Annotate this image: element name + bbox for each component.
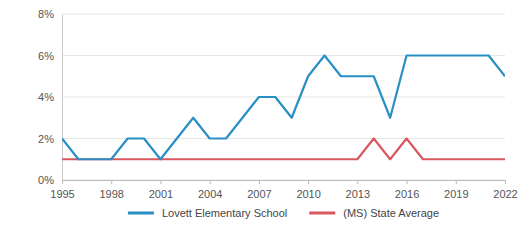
y-tick-label: 8% (38, 8, 54, 20)
x-tick-label: 2004 (198, 188, 222, 200)
x-tick: 2010 (296, 180, 320, 200)
x-tick: 1998 (99, 180, 123, 200)
x-tick-mark (505, 180, 506, 184)
x-tick-mark (456, 180, 457, 184)
x-tick-mark (62, 180, 63, 184)
x-tick: 2016 (395, 180, 419, 200)
legend-swatch (128, 212, 154, 215)
lines (62, 56, 505, 160)
series-line (62, 56, 505, 160)
series-line (62, 139, 505, 160)
legend-item: Lovett Elementary School (128, 207, 287, 219)
x-tick-label: 2001 (149, 188, 173, 200)
grid-line (62, 97, 505, 98)
y-tick: 6% (38, 50, 62, 62)
grid (62, 14, 505, 180)
x-tick-mark (259, 180, 260, 184)
x-tick-mark (407, 180, 408, 184)
y-tick: 4% (38, 91, 62, 103)
x-tick-label: 2022 (493, 188, 517, 200)
x-tick: 1995 (50, 180, 74, 200)
y-tick: 2% (38, 133, 62, 145)
y-tick: 8% (38, 8, 62, 20)
x-tick-label: 1995 (50, 188, 74, 200)
x-axis: 1995 1998 2001 2004 2007 2010 2013 2016 2019 2022 (50, 180, 517, 200)
y-axis: 0% 2% 4% 6% 8% (38, 8, 62, 186)
y-tick-label: 2% (38, 133, 54, 145)
x-tick-label: 2010 (296, 188, 320, 200)
plot: 0% 2% 4% 6% 8% 1995 1998 2001 2004 2007 2010 2013 20… (38, 8, 518, 200)
x-tick-mark (308, 180, 309, 184)
x-tick: 2001 (149, 180, 173, 200)
legend-label: Lovett Elementary School (162, 207, 287, 219)
x-tick-label: 2007 (247, 188, 271, 200)
y-tick-label: 4% (38, 91, 54, 103)
x-tick: 2013 (346, 180, 370, 200)
x-tick-mark (357, 180, 358, 184)
legend-item: (MS) State Average (309, 207, 439, 219)
y-tick-label: 6% (38, 50, 54, 62)
x-tick-mark (210, 180, 211, 184)
legend-label: (MS) State Average (343, 207, 439, 219)
y-tick: 0% (38, 174, 62, 186)
x-tick: 2004 (198, 180, 222, 200)
x-tick: 2022 (493, 180, 517, 200)
x-tick-mark (111, 180, 112, 184)
x-tick: 2019 (444, 180, 468, 200)
x-axis-line (63, 181, 506, 185)
x-tick-label: 1998 (99, 188, 123, 200)
x-tick-mark (160, 180, 161, 184)
y-tick-label: 0% (38, 174, 54, 186)
x-tick-label: 2016 (395, 188, 419, 200)
x-tick-label: 2019 (444, 188, 468, 200)
x-tick-label: 2013 (346, 188, 370, 200)
y-axis-line (62, 15, 63, 181)
legend-swatch (309, 212, 335, 215)
x-tick: 2007 (247, 180, 271, 200)
grid-line (62, 14, 505, 15)
legend: Lovett Elementary School (MS) State Avera… (128, 207, 439, 219)
chart: 0% 2% 4% 6% 8% 1995 1998 2001 2004 2007 2010 2013 20… (0, 0, 524, 230)
